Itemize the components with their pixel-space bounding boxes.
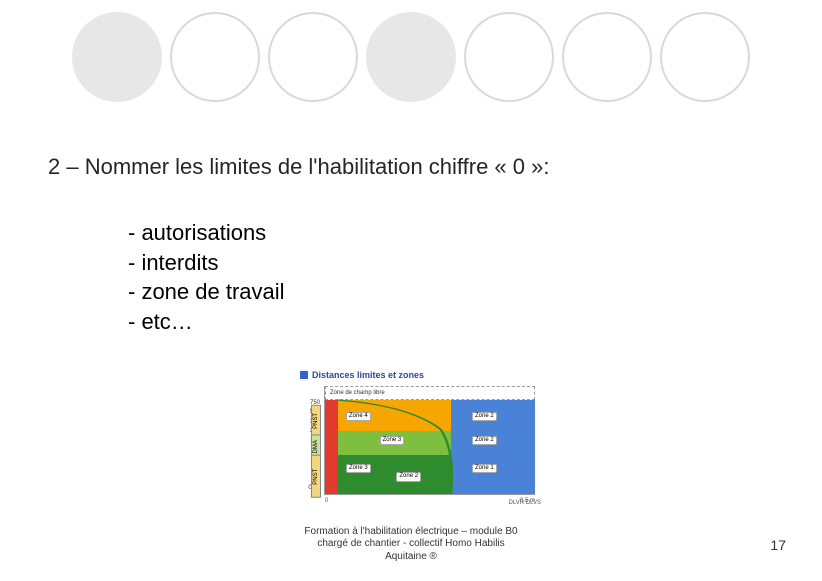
circle-filled-icon <box>72 12 162 102</box>
footer-line: chargé de chantier - collectif Homo Habi… <box>317 538 504 549</box>
chart-bullet-icon <box>300 371 308 379</box>
boundary-curve <box>325 386 535 494</box>
chart-area: 75050035022515090632010.05 Zone de champ… <box>300 386 545 495</box>
decorative-circles <box>0 12 822 102</box>
footer-text: Formation à l'habilitation électrique – … <box>0 526 822 564</box>
zone-label: Zone 2 <box>472 412 497 421</box>
zone-label: Zone 3 <box>346 464 371 473</box>
plot-area: Zone de champ libre 00.5 m DLVR DLVS Zon… <box>324 386 535 495</box>
circle-outline-icon <box>562 12 652 102</box>
circle-outline-icon <box>660 12 750 102</box>
side-label: PNST <box>311 405 321 437</box>
slide: 2 – Nommer les limites de l'habilitation… <box>0 0 822 581</box>
list-item: - zone de travail <box>128 277 285 307</box>
section-heading: 2 – Nommer les limites de l'habilitation… <box>48 154 549 180</box>
list-item: - autorisations <box>128 218 285 248</box>
bullet-list: - autorisations - interdits - zone de tr… <box>128 218 285 337</box>
zone-label: Zone 2 <box>396 472 421 481</box>
zone-label: Zone 3 <box>380 436 405 445</box>
list-item: - etc… <box>128 307 285 337</box>
x-tick: 0 <box>325 498 328 504</box>
circle-filled-icon <box>366 12 456 102</box>
x-ticks: 00.5 m <box>325 498 535 504</box>
footer-line: Aquitaine ® <box>385 551 437 562</box>
zone-label: Zone 2 <box>472 436 497 445</box>
zone-label: Zone 1 <box>472 464 497 473</box>
zones-chart: Distances limites et zones 7505003502251… <box>300 370 545 495</box>
list-item: - interdits <box>128 248 285 278</box>
circle-outline-icon <box>170 12 260 102</box>
chart-title-row: Distances limites et zones <box>300 370 545 380</box>
zone-label: Zone 4 <box>346 412 371 421</box>
side-label: PNST <box>311 455 321 498</box>
circle-outline-icon <box>464 12 554 102</box>
page-number: 17 <box>770 537 786 553</box>
chart-title: Distances limites et zones <box>312 370 424 380</box>
circle-outline-icon <box>268 12 358 102</box>
x-units-label: DLVR DLVS <box>509 500 541 506</box>
footer-line: Formation à l'habilitation électrique – … <box>304 526 517 537</box>
